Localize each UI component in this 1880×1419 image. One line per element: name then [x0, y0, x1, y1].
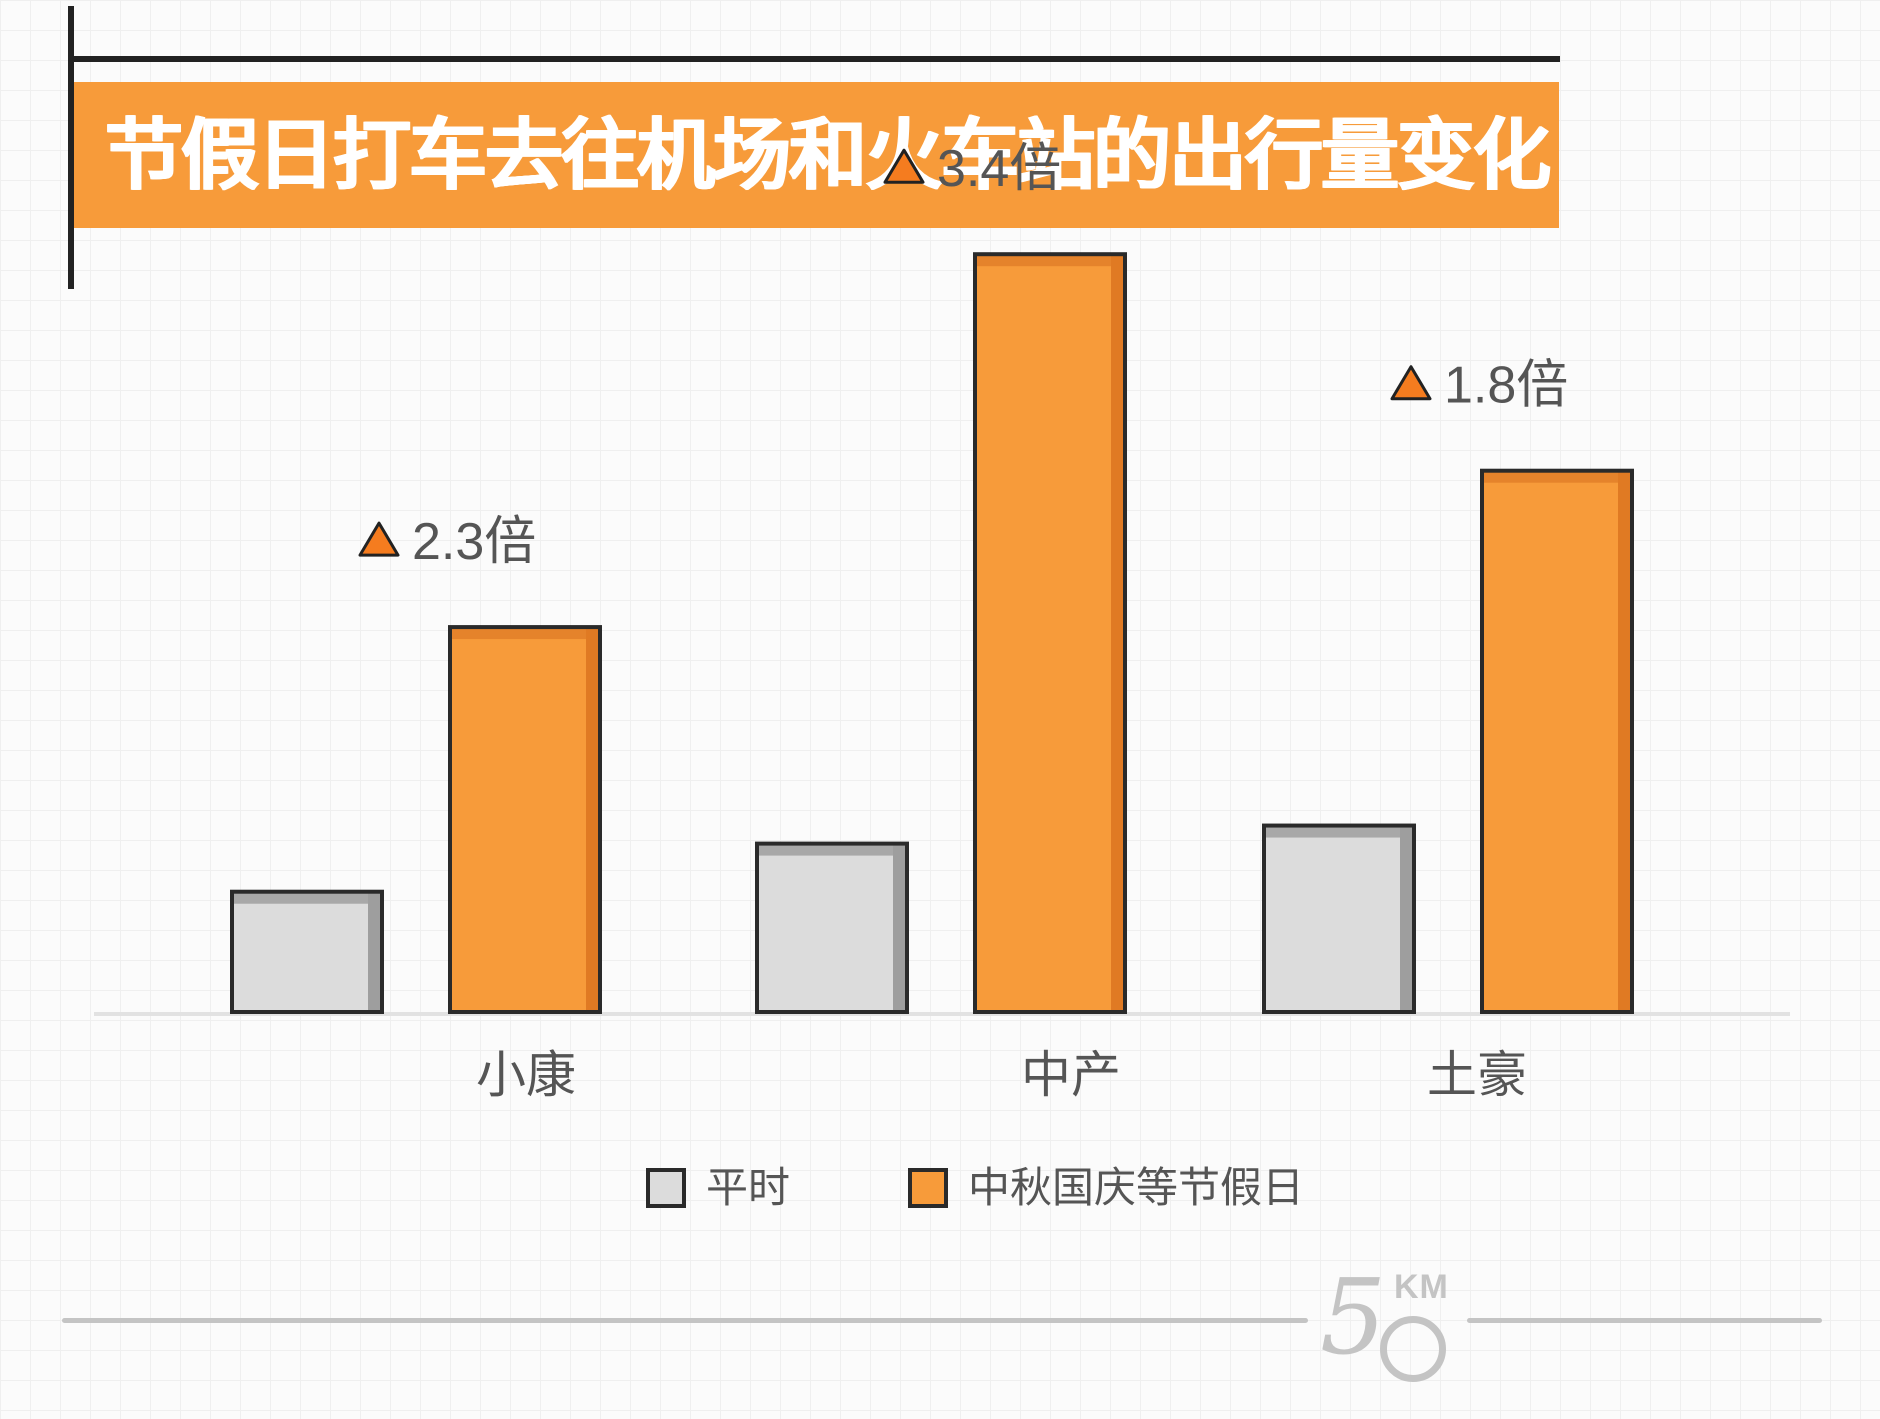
x-tick-label-2: 中产 — [1021, 1046, 1121, 1104]
data-label-3: 1.8倍 — [1444, 357, 1568, 415]
logo: 5 KM — [1320, 1262, 1460, 1382]
title-rule-vertical — [68, 6, 74, 289]
bar-holiday-2 — [973, 252, 1127, 1014]
increase-marker-icon — [358, 521, 400, 557]
logo-number: 5 — [1320, 1256, 1387, 1378]
bar-normal-1 — [230, 889, 384, 1015]
logo-ring — [1380, 1316, 1446, 1382]
legend-swatch — [908, 1168, 948, 1208]
bar-normal-2 — [755, 841, 909, 1014]
logo-unit: KM — [1394, 1268, 1449, 1306]
x-tick-label-1: 小康 — [476, 1046, 576, 1104]
bar-normal-3 — [1262, 823, 1416, 1014]
footer-rule-left — [62, 1318, 1308, 1323]
title-rule-horizontal — [68, 56, 1560, 62]
data-label-2: 3.4倍 — [937, 140, 1061, 198]
bar-holiday-3 — [1480, 468, 1634, 1014]
legend-swatch — [646, 1168, 686, 1208]
x-tick-label-3: 土豪 — [1427, 1046, 1527, 1104]
data-label-1: 2.3倍 — [412, 513, 536, 571]
legend-item-2: 中秋国庆等节假日 — [908, 1163, 1304, 1212]
title-banner — [74, 82, 1559, 228]
footer-rule-right — [1467, 1318, 1822, 1323]
legend-label: 中秋国庆等节假日 — [968, 1163, 1304, 1212]
legend-item-1: 平时 — [646, 1163, 790, 1212]
page-title: 节假日打车去往机场和火车站的出行量变化 — [105, 111, 1551, 201]
increase-marker-icon — [883, 148, 925, 184]
bar-holiday-1 — [448, 625, 602, 1014]
increase-marker-icon — [1390, 365, 1432, 401]
legend-label: 平时 — [706, 1163, 790, 1212]
